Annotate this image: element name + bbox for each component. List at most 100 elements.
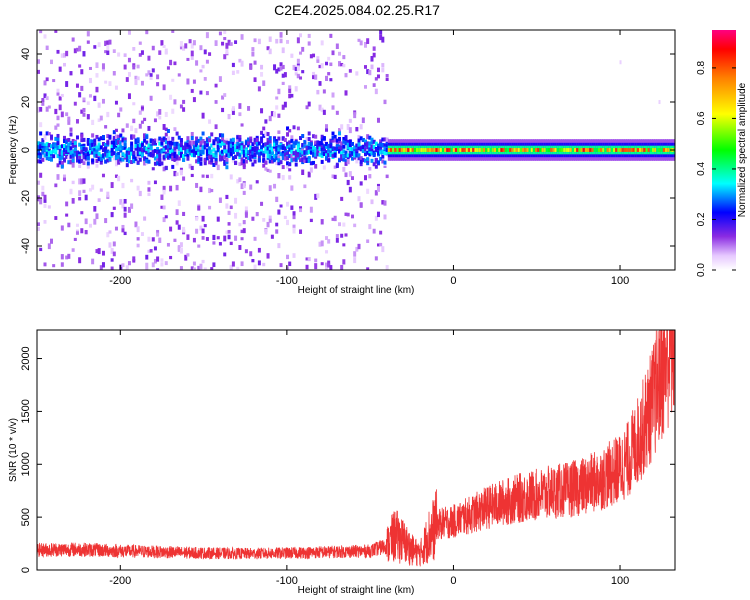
spectrogram-cell bbox=[320, 262, 324, 266]
spectrogram-cell bbox=[441, 148, 445, 152]
spectrogram-cell bbox=[335, 237, 339, 243]
spectrogram-cell bbox=[363, 147, 367, 152]
spectrogram-cell bbox=[164, 127, 168, 132]
spectrogram-cell bbox=[117, 134, 121, 139]
spectrogram-cell bbox=[541, 148, 545, 152]
spectrogram-cell bbox=[262, 133, 266, 138]
spectrogram-cell bbox=[171, 136, 175, 141]
spectrogram-cell bbox=[316, 150, 320, 155]
spectrogram-cell bbox=[47, 243, 51, 250]
spectrogram-cell bbox=[52, 154, 56, 159]
spectrogram-cell bbox=[169, 59, 173, 66]
spectrogram-cell bbox=[333, 138, 337, 143]
spectrogram-cell bbox=[327, 153, 331, 158]
spectrogram-cell bbox=[108, 134, 112, 139]
spectrogram-cell bbox=[268, 218, 272, 223]
spectrogram-cell bbox=[201, 112, 205, 119]
spectrogram-cell bbox=[331, 217, 335, 221]
spectrogram-cell bbox=[186, 149, 190, 154]
spectrogram-cell bbox=[91, 139, 95, 144]
spectrogram-cell bbox=[71, 138, 75, 143]
spectrogram-cell bbox=[52, 149, 56, 154]
spectrogram-cell bbox=[576, 148, 580, 152]
spectrogram-cell bbox=[630, 148, 634, 152]
spectrogram-cell bbox=[99, 145, 103, 150]
spectrogram-cell bbox=[156, 232, 160, 237]
spectrogram-cell bbox=[160, 205, 164, 209]
spectrogram-cell bbox=[101, 98, 105, 104]
spectrogram-cell bbox=[255, 135, 259, 140]
spectrogram-cell bbox=[307, 171, 311, 178]
spectrogram-cell bbox=[320, 159, 324, 164]
spectrogram-cell bbox=[255, 180, 259, 184]
spectrogram-cell bbox=[186, 57, 190, 61]
spectrogram-cell bbox=[86, 152, 90, 157]
spectrogram-cell bbox=[175, 220, 179, 225]
spectrogram-cell bbox=[277, 67, 281, 72]
spectrogram-cell bbox=[273, 154, 277, 159]
spectrogram-cell bbox=[216, 137, 220, 142]
spectrogram-cell bbox=[99, 136, 103, 141]
spectrogram-cell bbox=[234, 197, 238, 204]
spectrogram-cell bbox=[45, 142, 49, 147]
spectrogram-cell bbox=[236, 135, 240, 140]
spectrogram-cell bbox=[342, 222, 346, 227]
spectrogram-y-label: Frequency (Hz) bbox=[8, 116, 19, 185]
spectrogram-cell bbox=[95, 150, 99, 155]
spectrogram-cell bbox=[379, 150, 383, 155]
spectrogram-x-ticks: -200 -100 0 100 bbox=[109, 30, 629, 287]
spectrogram-cell bbox=[145, 254, 149, 260]
spectrogram-cell bbox=[104, 80, 108, 84]
spectrogram-cell bbox=[188, 163, 192, 169]
spectrogram-cell bbox=[123, 153, 127, 158]
spectrogram-cell bbox=[333, 165, 337, 169]
spectrogram-cell bbox=[134, 221, 138, 228]
spectrogram-cell bbox=[472, 148, 476, 152]
spectrogram-cell bbox=[299, 208, 303, 213]
spectrogram-cell bbox=[227, 144, 231, 149]
spectrogram-cell bbox=[56, 141, 60, 146]
spectrogram-cell bbox=[156, 146, 160, 151]
spectrogram-cell bbox=[95, 158, 99, 163]
spectrogram-cell bbox=[173, 151, 177, 156]
spectrogram-cell bbox=[301, 169, 305, 175]
spectrogram-cell bbox=[147, 152, 151, 157]
spectrogram-cell bbox=[108, 39, 112, 45]
spectrogram-cell bbox=[325, 75, 329, 81]
spectrogram-cell bbox=[296, 146, 300, 151]
spectrogram-cell bbox=[182, 154, 186, 159]
spectrogram-cell bbox=[132, 154, 136, 159]
spectrogram-cell bbox=[320, 153, 324, 158]
spectrogram-cell bbox=[372, 139, 376, 144]
spectrogram-cell bbox=[179, 247, 183, 254]
spectrogram-cell bbox=[290, 144, 294, 149]
spectrogram-cell bbox=[309, 161, 313, 166]
spectrogram-cell bbox=[97, 102, 101, 108]
spectrogram-cell bbox=[97, 137, 101, 142]
spectrogram-cell bbox=[205, 174, 209, 179]
spectrogram-cell bbox=[69, 71, 73, 76]
spectrogram-cell bbox=[342, 64, 346, 68]
spectrogram-cell bbox=[169, 147, 173, 152]
spectrogram-cell bbox=[366, 188, 370, 194]
spectrogram-cell bbox=[309, 150, 313, 155]
spectrogram-cell bbox=[221, 137, 225, 141]
spectrogram-cell bbox=[179, 153, 183, 158]
spectrogram-cell bbox=[214, 158, 218, 163]
spectrogram-cell bbox=[342, 154, 346, 159]
spectrogram-cell bbox=[292, 151, 296, 156]
spectrogram-cell bbox=[67, 148, 71, 153]
spectrogram-cell bbox=[543, 148, 547, 152]
colorbar-gradient bbox=[712, 30, 736, 270]
spectrogram-cell bbox=[164, 215, 168, 219]
spectrogram-cell bbox=[359, 202, 363, 208]
spectrogram-cell bbox=[45, 106, 49, 112]
spectrogram-cell bbox=[134, 79, 138, 86]
spectrogram-cell bbox=[110, 212, 114, 218]
spectrogram-cell bbox=[110, 140, 114, 145]
spectrogram-cell bbox=[218, 242, 222, 246]
spectrogram-cell bbox=[49, 134, 53, 139]
spectrogram-cell bbox=[502, 148, 506, 152]
spectrogram-cell bbox=[221, 149, 225, 154]
spectrogram-cell bbox=[353, 112, 357, 119]
